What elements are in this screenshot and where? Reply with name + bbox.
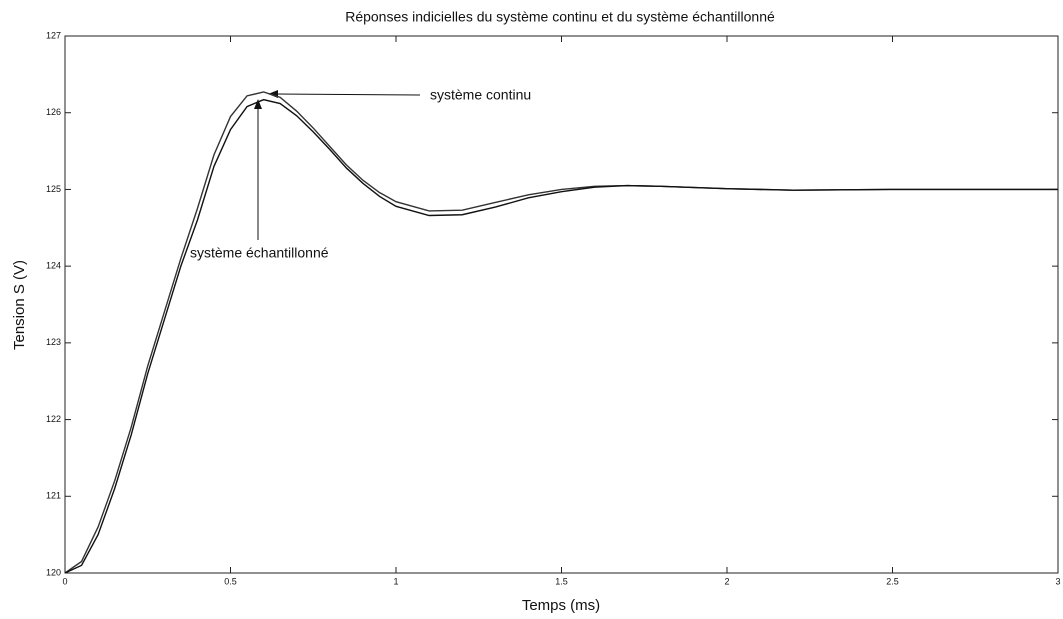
y-tick-label: 127 xyxy=(46,30,61,40)
annotation: système continu xyxy=(430,87,531,103)
series-line xyxy=(64,98,1058,574)
y-tick-label: 121 xyxy=(46,491,61,501)
x-axis-label: Temps (ms) xyxy=(522,597,600,614)
series-line xyxy=(64,91,1058,574)
x-tick-label: 2 xyxy=(724,576,729,586)
y-axis-label: Tension S (V) xyxy=(11,260,28,350)
y-tick-label: 126 xyxy=(46,107,61,117)
annotation-arrow xyxy=(274,93,421,96)
y-tick-label: 124 xyxy=(46,261,61,271)
x-tick-label: 1.5 xyxy=(555,576,568,586)
x-tick-label: 1 xyxy=(393,576,398,586)
y-tick-label: 123 xyxy=(46,337,61,347)
chart-title: Réponses indicielles du système continu … xyxy=(345,9,775,25)
y-tick-label: 125 xyxy=(46,184,61,194)
x-tick-label: 0.5 xyxy=(224,576,237,586)
annotation: système échantillonné xyxy=(190,245,329,261)
y-tick-label: 120 xyxy=(46,567,61,577)
plot-frame xyxy=(64,35,1059,574)
x-tick-label: 0 xyxy=(62,576,67,586)
y-tick-label: 122 xyxy=(46,414,61,424)
x-tick-label: 3 xyxy=(1055,576,1060,586)
arrow-head xyxy=(254,99,262,109)
x-tick-label: 2.5 xyxy=(886,576,899,586)
